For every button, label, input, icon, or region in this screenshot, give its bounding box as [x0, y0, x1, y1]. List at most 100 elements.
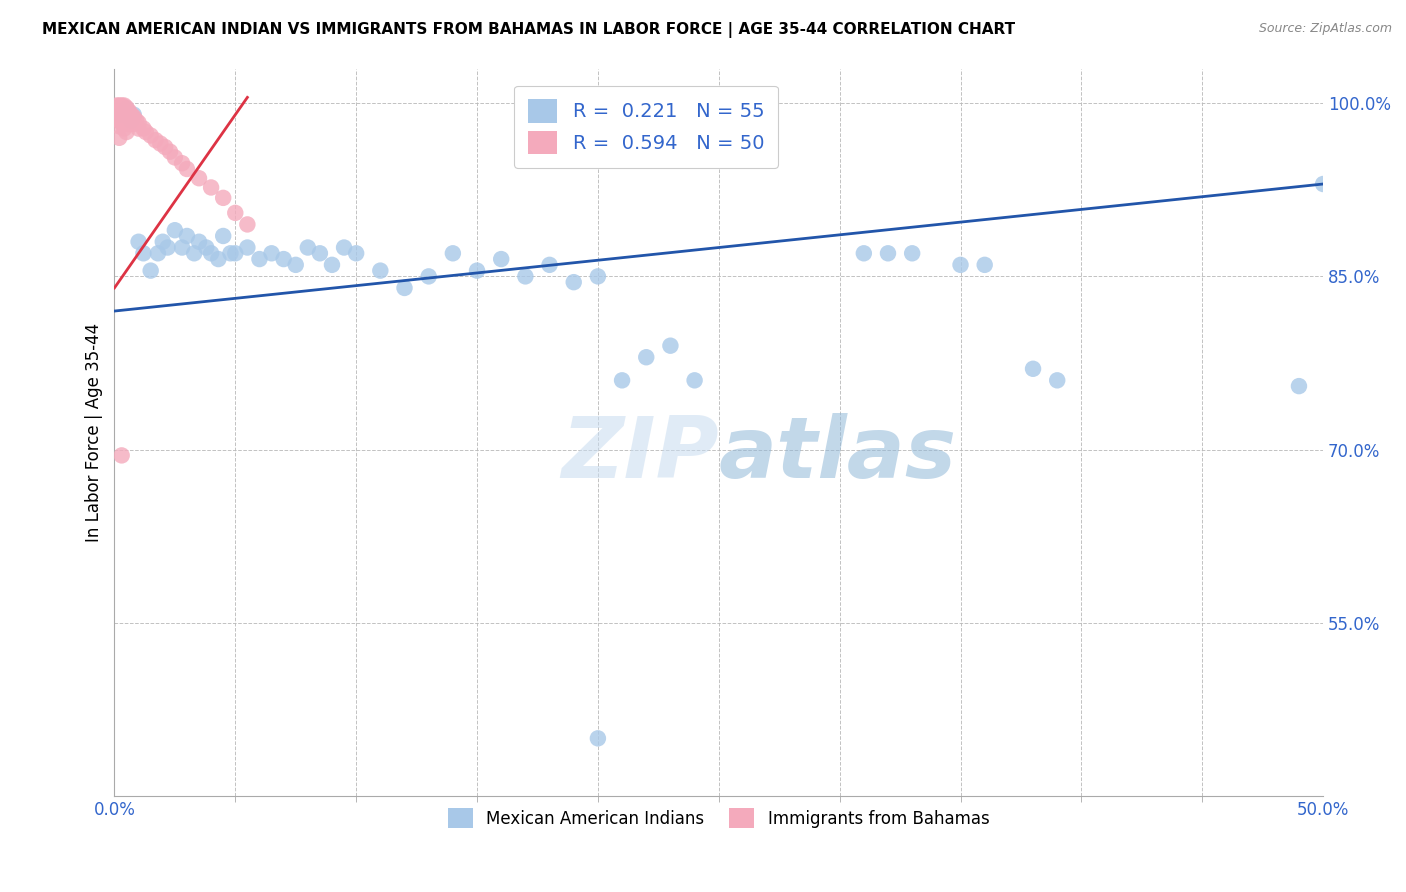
Point: [176, 229, 198, 244]
Point: [128, 116, 150, 130]
Point: [195, 240, 218, 254]
Point: [333, 240, 356, 254]
Point: [321, 258, 343, 272]
Point: [901, 246, 924, 260]
Point: [973, 258, 995, 272]
Point: [538, 258, 561, 272]
Text: Source: ZipAtlas.com: Source: ZipAtlas.com: [1258, 22, 1392, 36]
Point: [152, 235, 174, 249]
Point: [112, 121, 135, 136]
Legend: Mexican American Indians, Immigrants from Bahamas: Mexican American Indians, Immigrants fro…: [441, 801, 997, 835]
Point: [112, 102, 135, 116]
Point: [297, 240, 319, 254]
Point: [586, 269, 609, 284]
Point: [128, 121, 150, 136]
Point: [1288, 379, 1310, 393]
Point: [111, 104, 134, 119]
Point: [146, 246, 169, 260]
Point: [120, 113, 142, 128]
Point: [128, 235, 150, 249]
Point: [465, 263, 488, 277]
Point: [120, 113, 142, 128]
Point: [877, 246, 900, 260]
Point: [176, 161, 198, 176]
Point: [188, 171, 211, 186]
Y-axis label: In Labor Force | Age 35-44: In Labor Force | Age 35-44: [86, 323, 103, 541]
Point: [118, 110, 141, 124]
Point: [108, 104, 131, 119]
Point: [219, 246, 242, 260]
Point: [183, 246, 205, 260]
Point: [309, 246, 332, 260]
Point: [200, 180, 222, 194]
Point: [108, 101, 131, 115]
Point: [115, 101, 138, 115]
Point: [132, 121, 155, 136]
Point: [120, 108, 142, 122]
Point: [1312, 177, 1334, 191]
Point: [108, 113, 131, 128]
Point: [105, 102, 128, 116]
Point: [163, 151, 186, 165]
Point: [418, 269, 440, 284]
Point: [159, 145, 181, 159]
Point: [105, 98, 128, 112]
Point: [122, 108, 145, 122]
Point: [659, 339, 682, 353]
Point: [610, 373, 633, 387]
Point: [273, 252, 295, 266]
Point: [135, 125, 157, 139]
Text: atlas: atlas: [718, 413, 957, 496]
Point: [156, 240, 179, 254]
Point: [153, 140, 176, 154]
Point: [949, 258, 972, 272]
Point: [115, 125, 138, 139]
Point: [344, 246, 367, 260]
Point: [112, 113, 135, 128]
Text: ZIP: ZIP: [561, 413, 718, 496]
Point: [118, 117, 141, 131]
Point: [111, 116, 134, 130]
Point: [212, 191, 235, 205]
Point: [515, 269, 537, 284]
Point: [441, 246, 464, 260]
Point: [122, 117, 145, 131]
Point: [115, 104, 138, 119]
Text: MEXICAN AMERICAN INDIAN VS IMMIGRANTS FROM BAHAMAS IN LABOR FORCE | AGE 35-44 CO: MEXICAN AMERICAN INDIAN VS IMMIGRANTS FR…: [42, 22, 1015, 38]
Point: [200, 246, 222, 260]
Point: [284, 258, 307, 272]
Point: [172, 240, 194, 254]
Point: [111, 102, 134, 116]
Point: [224, 246, 246, 260]
Point: [108, 98, 131, 112]
Point: [111, 110, 134, 124]
Point: [111, 449, 134, 463]
Point: [586, 731, 609, 746]
Point: [370, 263, 392, 277]
Point: [111, 98, 134, 112]
Point: [188, 235, 211, 249]
Point: [108, 108, 131, 122]
Point: [122, 110, 145, 124]
Point: [125, 113, 148, 128]
Point: [149, 136, 172, 151]
Point: [118, 104, 141, 119]
Point: [108, 120, 131, 134]
Point: [683, 373, 706, 387]
Point: [207, 252, 229, 266]
Point: [139, 128, 162, 143]
Point: [108, 130, 131, 145]
Point: [212, 229, 235, 244]
Point: [489, 252, 512, 266]
Point: [163, 223, 186, 237]
Point: [236, 240, 259, 254]
Point: [115, 102, 138, 116]
Point: [224, 206, 246, 220]
Point: [562, 275, 585, 289]
Point: [111, 108, 134, 122]
Point: [139, 263, 162, 277]
Point: [852, 246, 875, 260]
Point: [132, 246, 155, 260]
Point: [172, 156, 194, 170]
Point: [636, 350, 658, 364]
